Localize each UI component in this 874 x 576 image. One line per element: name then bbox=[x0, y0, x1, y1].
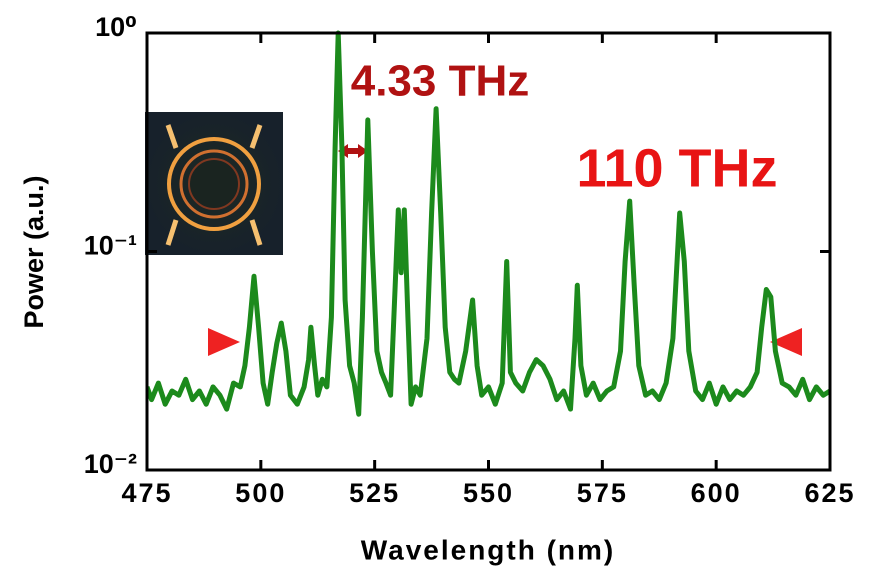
plot-frame bbox=[145, 31, 832, 472]
x-tick-label: 475 bbox=[121, 478, 172, 508]
left-arrow bbox=[160, 328, 240, 356]
annotation: 4.33 THz bbox=[351, 57, 530, 106]
y-axis-label: Power (a.u.) bbox=[19, 175, 49, 328]
x-tick-label: 625 bbox=[804, 478, 855, 508]
inset-image bbox=[145, 112, 283, 255]
x-tick-label: 575 bbox=[577, 478, 628, 508]
y-tick-label: 10⁻² bbox=[84, 449, 137, 479]
x-tick-label: 525 bbox=[349, 478, 400, 508]
spectrum-line bbox=[147, 30, 830, 417]
annotation: 110 THz bbox=[576, 138, 777, 198]
right-arrow bbox=[770, 328, 850, 356]
y-tick-label: 10⁻¹ bbox=[84, 231, 137, 261]
x-tick-label: 550 bbox=[463, 478, 514, 508]
spacing-arrow bbox=[338, 144, 368, 158]
x-tick-label: 500 bbox=[235, 478, 286, 508]
x-tick-label: 600 bbox=[691, 478, 742, 508]
x-axis-label: Wavelength (nm) bbox=[361, 534, 616, 565]
y-tick-label: 10⁰ bbox=[95, 12, 137, 42]
